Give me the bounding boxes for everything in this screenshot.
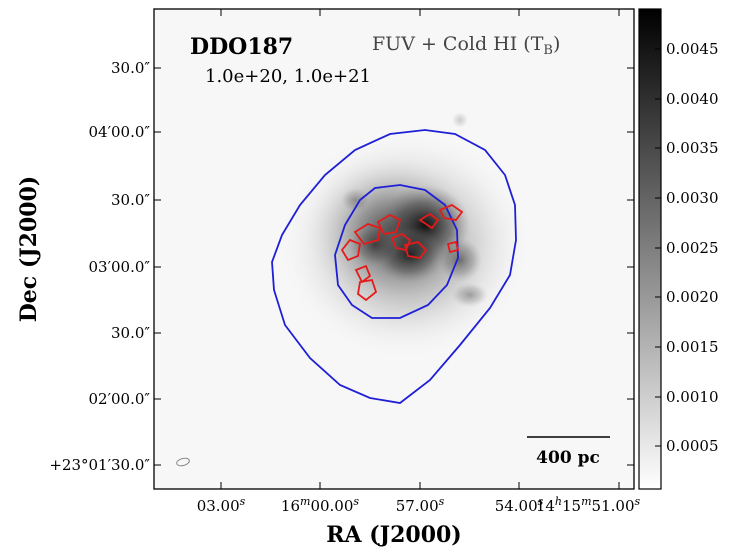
colorbar-tick-label: 0.0035 bbox=[666, 139, 719, 157]
colorbar-gradient bbox=[639, 9, 661, 489]
colorbar: 0.0045 0.0040 0.0035 0.0030 0.0025 0.002… bbox=[638, 8, 719, 490]
dec-tick-label: 03′00.0″ bbox=[89, 258, 151, 276]
colorbar-tick-label: 0.0020 bbox=[666, 288, 719, 306]
cold-hi-contours bbox=[340, 203, 464, 302]
colorbar-tick-labels: 0.0045 0.0040 0.0035 0.0030 0.0025 0.002… bbox=[666, 40, 719, 455]
dec-tick-label: +23°01′30.0″ bbox=[49, 456, 150, 474]
low-column-contour-inner bbox=[334, 184, 459, 319]
beam-ellipse bbox=[176, 457, 190, 467]
dec-tick-label: 30.0″ bbox=[111, 191, 150, 209]
map-label: FUV + Cold HI (TB) bbox=[372, 33, 560, 58]
ra-tick-label: 16m00.00s bbox=[281, 495, 359, 515]
ra-tick-label: 54.00s bbox=[495, 495, 544, 515]
dec-tick-label: 30.0″ bbox=[111, 59, 150, 77]
colorbar-tick-label: 0.0005 bbox=[666, 437, 719, 455]
dec-tick-label: 04′00.0″ bbox=[89, 123, 151, 141]
y-axis-label: Dec (J2000) bbox=[16, 176, 42, 323]
plot-frame bbox=[153, 8, 635, 490]
colorbar-tick-label: 0.0015 bbox=[666, 338, 719, 356]
colorbar-tick-label: 0.0010 bbox=[666, 388, 719, 406]
colorbar-frame bbox=[638, 8, 662, 490]
low-column-contour-outer bbox=[271, 129, 517, 404]
ra-tick-label: 14h15m51.00s bbox=[536, 495, 641, 515]
ra-tick-label: 57.00s bbox=[396, 495, 445, 515]
frame-ticks bbox=[154, 9, 634, 489]
dec-tick-label: 30.0″ bbox=[111, 324, 150, 342]
colorbar-tick-label: 0.0040 bbox=[666, 90, 719, 108]
x-axis-label: RA (J2000) bbox=[326, 522, 461, 548]
colorbar-tick-label: 0.0025 bbox=[666, 239, 719, 257]
contour-levels: 1.0e+20, 1.0e+21 bbox=[205, 66, 371, 87]
image-panel: 400 pc DDO187 1.0e+20, 1.0e+21 FUV + Col… bbox=[16, 8, 641, 548]
colorbar-tick-label: 0.0045 bbox=[666, 40, 719, 58]
dec-tick-label: 02′00.0″ bbox=[89, 390, 151, 408]
scale-bar-label: 400 pc bbox=[536, 448, 600, 468]
colorbar-tick-label: 0.0030 bbox=[666, 189, 719, 207]
object-name: DDO187 bbox=[190, 34, 293, 60]
ra-tick-labels: 03.00s 16m00.00s 57.00s 54.00s 14h15m51.… bbox=[197, 495, 641, 515]
dec-tick-labels: 30.0″ 04′00.0″ 30.0″ 03′00.0″ 30.0″ 02′0… bbox=[49, 59, 150, 474]
colorbar-ticks bbox=[655, 48, 661, 447]
ra-tick-label: 03.00s bbox=[197, 495, 246, 515]
